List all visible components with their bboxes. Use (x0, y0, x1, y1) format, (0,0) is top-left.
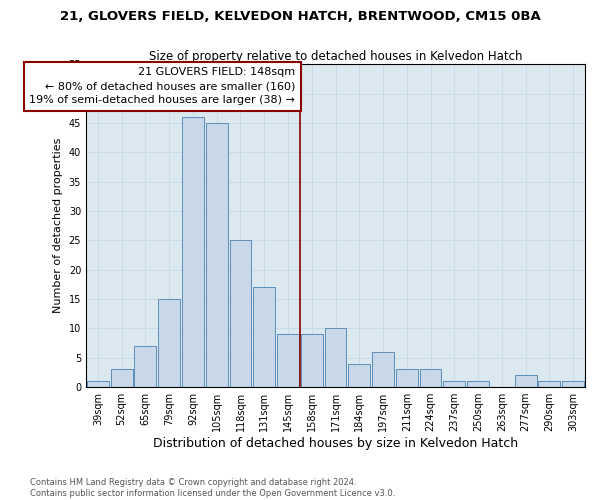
Y-axis label: Number of detached properties: Number of detached properties (53, 138, 63, 314)
Bar (325, 328, 346, 387)
Title: Size of property relative to detached houses in Kelvedon Hatch: Size of property relative to detached ho… (149, 50, 522, 63)
Bar (443, 381, 465, 387)
Bar (538, 381, 560, 387)
Bar (253, 288, 275, 387)
Text: Contains HM Land Registry data © Crown copyright and database right 2024.
Contai: Contains HM Land Registry data © Crown c… (30, 478, 395, 498)
Bar (206, 123, 227, 387)
X-axis label: Distribution of detached houses by size in Kelvedon Hatch: Distribution of detached houses by size … (153, 437, 518, 450)
Text: 21, GLOVERS FIELD, KELVEDON HATCH, BRENTWOOD, CM15 0BA: 21, GLOVERS FIELD, KELVEDON HATCH, BRENT… (59, 10, 541, 23)
Bar (277, 334, 299, 387)
Bar (230, 240, 251, 387)
Bar (349, 364, 370, 387)
Bar (301, 334, 323, 387)
Bar (419, 370, 442, 387)
Bar (467, 381, 489, 387)
Bar (87, 381, 109, 387)
Bar (562, 381, 584, 387)
Bar (372, 352, 394, 387)
Bar (182, 117, 204, 387)
Bar (134, 346, 157, 387)
Text: 21 GLOVERS FIELD: 148sqm
← 80% of detached houses are smaller (160)
19% of semi-: 21 GLOVERS FIELD: 148sqm ← 80% of detach… (29, 67, 295, 105)
Bar (158, 299, 180, 387)
Bar (111, 370, 133, 387)
Bar (396, 370, 418, 387)
Bar (515, 376, 536, 387)
